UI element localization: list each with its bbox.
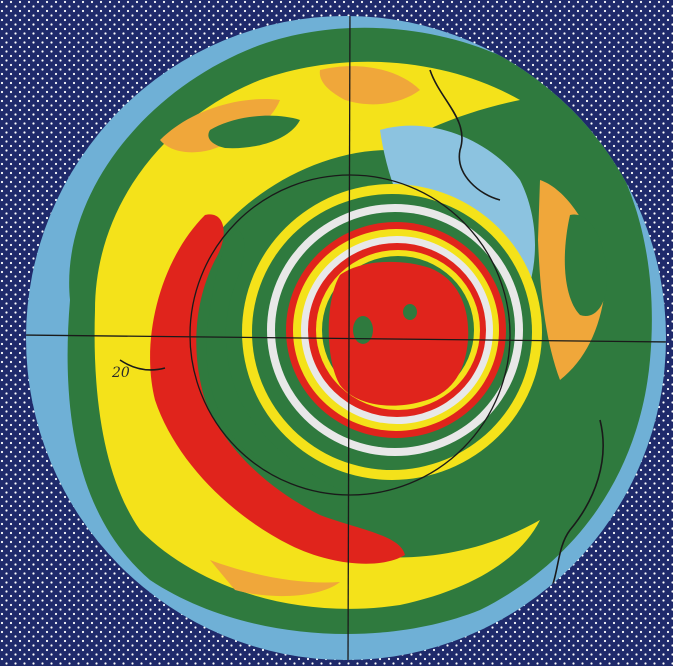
green-patch-east — [564, 214, 608, 316]
west-red-crescent — [150, 214, 405, 564]
vortex-red-core — [328, 261, 469, 406]
meridian-horizontal — [26, 334, 666, 343]
west-dark-inner-band — [206, 230, 340, 491]
graticule — [26, 16, 666, 660]
core-green-spot-2 — [403, 304, 417, 320]
core-green-spot-1 — [353, 316, 373, 344]
outer-orange-patches — [160, 66, 605, 597]
latitude-circle — [189, 174, 511, 496]
meridian-vertical — [347, 16, 351, 660]
coastlines — [119, 69, 604, 601]
green-patch-north — [208, 115, 300, 149]
map-regions — [67, 27, 652, 635]
graticule-label: 20 — [111, 365, 130, 381]
